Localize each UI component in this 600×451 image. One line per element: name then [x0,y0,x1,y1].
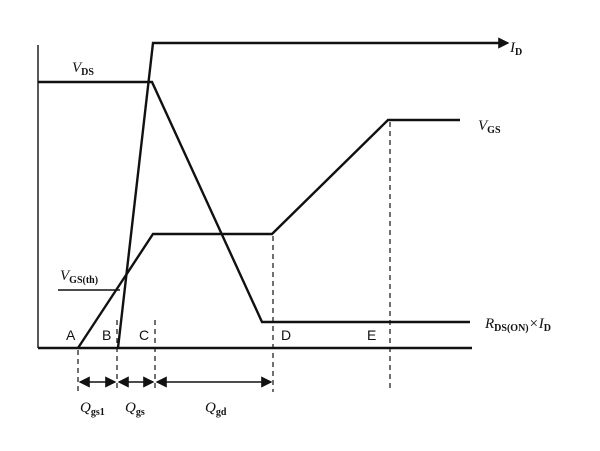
vgsth-label: VGS(th) [60,268,98,286]
qgs-label: Qgs [125,400,145,418]
point-label: E [367,327,376,343]
vgs-curve [76,118,460,349]
point-label: D [281,327,291,343]
point-label: B [102,327,111,343]
vds-label: VDS [72,60,94,78]
id-curve [116,41,500,349]
point-label: C [139,327,149,343]
point-label: A [66,327,76,343]
vds-curve [38,80,470,324]
qgd-label: Qgd [205,400,227,418]
rds-label: RDS(ON)×ID [484,316,551,334]
vgs-label: VGS [478,118,501,136]
qgs1-label: Qgs1 [80,400,105,418]
id-label: ID [509,40,522,58]
